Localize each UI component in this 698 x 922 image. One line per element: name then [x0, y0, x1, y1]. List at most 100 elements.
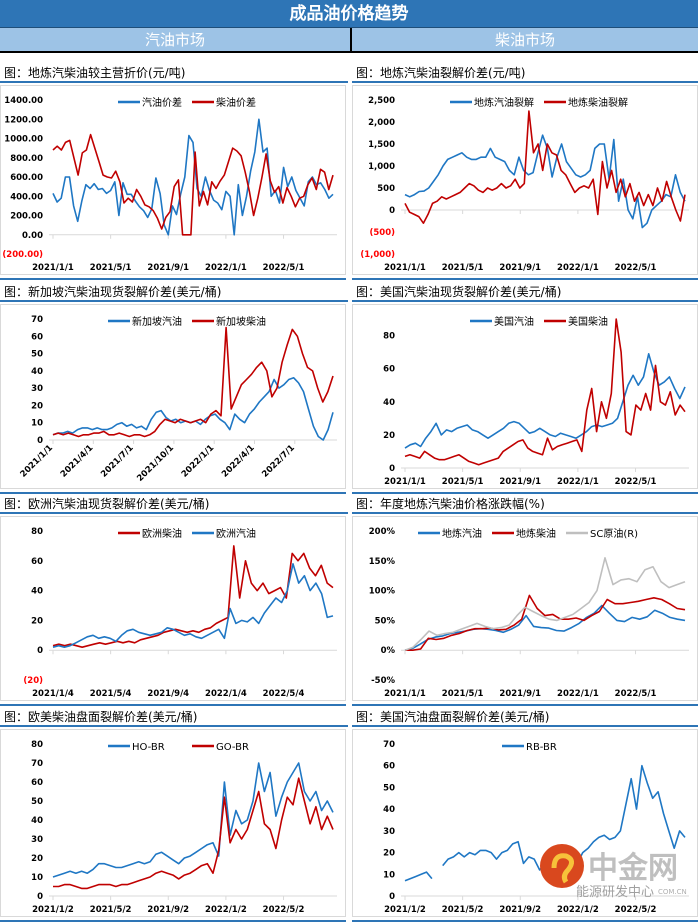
chart-frame: (1,000) (500) 0 500 1,000 1,500 2,000 2,500 2021… — [352, 85, 698, 275]
chart-svg: (20) 0 20 40 60 80 2021/1/4 2021/5/4 2021/9/4 202… — [23, 527, 337, 699]
legend-label: 柴油价差 — [216, 96, 256, 109]
chart-title: 图：地炼汽柴油较主营折价(元/吨) — [0, 63, 348, 83]
y-tick-label: 60 — [383, 365, 395, 375]
x-tick-label: 2022/5/1 — [615, 689, 657, 699]
y-tick-label: -50% — [371, 676, 395, 686]
y-tick-label: 70 — [31, 315, 43, 325]
y-tick-label: 30 — [31, 384, 43, 394]
x-tick-label: 2021/9/1 — [499, 263, 541, 273]
chart-frame: (200.00) 0.00 200.00 400.00 600.00 800.00 1000… — [0, 85, 346, 275]
y-tick-label: 60 — [31, 557, 43, 567]
legend-label: 地炼柴油 — [516, 527, 556, 540]
y-tick-label: 200.00 — [10, 212, 43, 222]
y-tick-label: 60 — [383, 762, 395, 772]
chart-svg: -50% 0% 50% 100% 150% 200% 2021/1/1 2021/5/1 202… — [369, 527, 689, 699]
x-tick-label: 2022/5/2 — [615, 905, 657, 915]
y-tick-label: 1,500 — [368, 140, 395, 150]
series-line-0 — [404, 604, 686, 651]
y-tick-label: 100% — [369, 587, 396, 597]
series-line-1 — [53, 777, 334, 890]
x-tick-label: 2021/1/1 — [384, 477, 426, 487]
x-tick-label: 2022/5/1 — [615, 477, 657, 487]
y-tick-label: 2,000 — [368, 118, 395, 128]
x-tick-label: 2021/5/4 — [90, 689, 132, 699]
y-tick-label: 400.00 — [10, 192, 43, 202]
x-tick-label: 2022/1/4 — [205, 689, 247, 699]
x-tick-label: 2021/5/2 — [90, 905, 132, 915]
chart-svg: 0 10 20 30 40 50 60 70 2021/1/2 2021/5/2 2021/9/2 2… — [383, 740, 689, 915]
series-line-2 — [404, 557, 686, 651]
y-tick-label: 20 — [31, 854, 43, 864]
chart-panel-annual-change: 图：年度地炼汽柴油价格涨跌幅(%) -50% 0% 50% 100% 150% 200% 20… — [352, 494, 698, 706]
y-tick-label: 800.00 — [10, 154, 43, 164]
panel-divider — [0, 492, 346, 494]
legend-label: 欧洲汽油 — [216, 527, 256, 540]
y-tick-label: 50 — [31, 797, 43, 807]
chart-frame: 0 10 20 30 40 50 60 70 2021/1/1 2021/4/1 2021/7/1 2… — [0, 304, 346, 489]
legend-label: 地炼柴油裂解 — [568, 96, 628, 109]
series-line-1 — [52, 326, 334, 438]
chart-svg: (200.00) 0.00 200.00 400.00 600.00 800.00 1000… — [2, 96, 337, 273]
y-tick-label: 60 — [31, 778, 43, 788]
x-tick-label: 2021/7/1 — [99, 443, 136, 480]
y-tick-label: 70 — [383, 740, 395, 750]
x-tick-label: 2021/5/1 — [90, 263, 132, 273]
panel-divider — [0, 278, 346, 280]
y-tick-label: (20) — [23, 676, 43, 686]
chart-title: 图：美国汽柴油现货裂解价差(美元/桶) — [352, 282, 698, 302]
y-tick-label: 70 — [31, 759, 43, 769]
chart-title: 图：欧美柴油盘面裂解价差(美元/桶) — [0, 707, 348, 727]
panel-divider — [0, 704, 346, 706]
y-tick-label: 40 — [31, 367, 43, 377]
page-banner-title: 成品油价格趋势 — [0, 0, 698, 28]
y-tick-label: 0 — [37, 646, 43, 656]
chart-panel-us-gasoline-futures-crack: 图：美国汽油盘面裂解价差(美元/桶) 0 10 20 30 40 50 60 70 2021/1/… — [352, 707, 698, 922]
x-tick-label: 2021/1/1 — [384, 263, 426, 273]
y-tick-label: 50 — [31, 350, 43, 360]
series-line-1 — [404, 318, 686, 466]
y-tick-label: (200.00) — [2, 250, 43, 260]
y-tick-label: 40 — [383, 398, 395, 408]
x-tick-label: 2022/1/1 — [205, 263, 247, 273]
legend-label: GO-BR — [216, 742, 249, 753]
x-tick-label: 2022/7/1 — [260, 443, 297, 480]
x-tick-label: 2022/1/2 — [557, 905, 599, 915]
x-tick-label: 2021/9/1 — [499, 477, 541, 487]
x-tick-label: 2021/9/2 — [147, 905, 189, 915]
y-tick-label: 0 — [389, 206, 395, 216]
y-tick-label: 50% — [375, 616, 396, 626]
legend-label: RB-BR — [526, 742, 557, 753]
x-tick-label: 2021/1/1 — [19, 443, 56, 480]
x-tick-label: 2022/4/1 — [220, 443, 257, 480]
chart-svg: 0 10 20 30 40 50 60 70 80 2021/1/2 2021/5/2 2021/9/… — [31, 740, 337, 915]
x-tick-label: 2021/1/4 — [32, 689, 74, 699]
y-tick-label: 0 — [389, 464, 395, 474]
y-tick-label: (500) — [369, 228, 395, 238]
y-tick-label: 80 — [31, 527, 43, 537]
x-tick-label: 2021/1/1 — [384, 689, 426, 699]
series-line-1 — [52, 133, 334, 236]
x-tick-label: 2021/1/2 — [32, 905, 74, 915]
legend-label: HO-BR — [132, 742, 165, 753]
y-tick-label: 30 — [383, 827, 395, 837]
legend-label: 美国柴油 — [568, 315, 608, 328]
section-header-gasoline: 汽油市场 — [0, 28, 352, 53]
x-tick-label: 2021/5/1 — [442, 689, 484, 699]
chart-panel-europe-spot-crack: 图：欧洲汽柴油现货裂解价差(美元/桶) (20) 0 20 40 60 80 2021/1/4… — [0, 494, 348, 706]
chart-title: 图：欧洲汽柴油现货裂解价差(美元/桶) — [0, 494, 348, 514]
legend-label: 地炼汽油 — [442, 527, 482, 540]
chart-frame: 0 10 20 30 40 50 60 70 80 2021/1/2 2021/5/2 2021/9/… — [0, 729, 346, 917]
chart-frame: -50% 0% 50% 100% 150% 200% 2021/1/1 2021/5/1 202… — [352, 516, 698, 701]
chart-panel-us-spot-crack: 图：美国汽柴油现货裂解价差(美元/桶) 0 20 40 60 80 2021/1/1 2021… — [352, 282, 698, 494]
chart-title: 图：新加坡汽柴油现货裂解价差(美元/桶) — [0, 282, 348, 302]
y-tick-label: 200% — [369, 527, 396, 537]
series-line-1 — [404, 110, 686, 224]
y-tick-label: 1000.00 — [4, 135, 43, 145]
x-tick-label: 2021/1/1 — [32, 263, 74, 273]
y-tick-label: 20 — [31, 401, 43, 411]
legend-label: 欧洲柴油 — [142, 527, 182, 540]
chart-svg: (1,000) (500) 0 500 1,000 1,500 2,000 2,500 2021… — [360, 96, 689, 273]
x-tick-label: 2022/5/1 — [615, 263, 657, 273]
y-tick-label: 0 — [37, 892, 43, 902]
